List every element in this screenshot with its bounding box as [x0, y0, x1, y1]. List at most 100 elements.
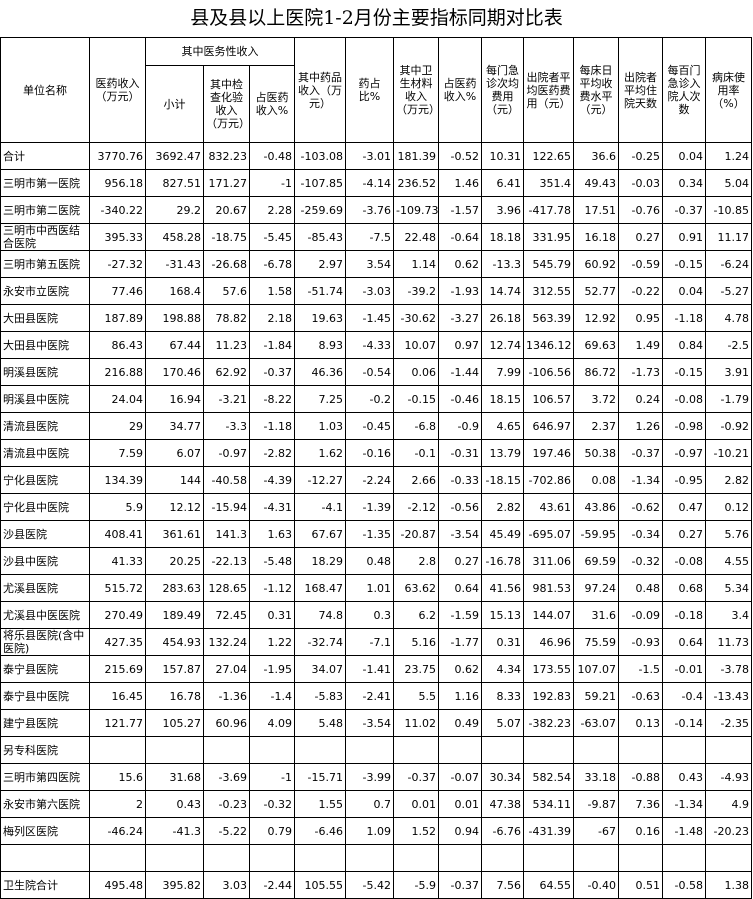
cell: -9.87 — [573, 790, 620, 818]
cell: -3.99 — [345, 763, 395, 791]
cell: -5.22 — [203, 817, 250, 845]
cell: -0.37 — [393, 763, 440, 791]
cell: -1.59 — [438, 601, 483, 629]
cell: -0.45 — [345, 412, 395, 440]
cell — [662, 844, 707, 872]
cell: 69.59 — [573, 547, 620, 575]
cell — [145, 736, 204, 764]
cell: 1.01 — [345, 574, 395, 602]
cell: -30.62 — [393, 304, 440, 332]
cell: 0.79 — [248, 817, 296, 845]
column-header: 占医药收入% — [438, 37, 483, 143]
cell: -695.07 — [523, 520, 575, 548]
cell: -2.24 — [345, 466, 395, 494]
cell: 74.8 — [294, 601, 347, 629]
cell — [481, 844, 525, 872]
cell: 2.97 — [294, 250, 347, 278]
cell: 15.13 — [481, 601, 525, 629]
cell: 0.94 — [438, 817, 483, 845]
row-label: 卫生院合计 — [0, 871, 90, 899]
cell: -41.3 — [145, 817, 204, 845]
cell: -3.54 — [438, 520, 483, 548]
cell: 0.48 — [345, 547, 395, 575]
cell: -20.23 — [705, 817, 753, 845]
row-label: 清流县医院 — [0, 412, 90, 440]
cell: -340.22 — [89, 196, 146, 224]
cell: 7.59 — [89, 439, 146, 467]
cell: -0.93 — [618, 628, 664, 656]
cell: -0.37 — [618, 439, 664, 467]
cell: 170.46 — [145, 358, 204, 386]
cell — [294, 844, 347, 872]
table-row: 明溪县中医院 24.04 16.94 -3.21 -8.22 7.25 -0.2 -0.15-… — [0, 385, 753, 413]
cell: 1.22 — [248, 628, 296, 656]
cell: 6.07 — [145, 439, 204, 467]
cell: -1.18 — [248, 412, 296, 440]
cell: -0.1 — [393, 439, 440, 467]
cell: 122.65 — [523, 142, 575, 170]
cell: 134.39 — [89, 466, 146, 494]
cell — [438, 844, 483, 872]
cell: 5.9 — [89, 493, 146, 521]
cell: 0.64 — [438, 574, 483, 602]
cell: 832.23 — [203, 142, 250, 170]
cell: 36.6 — [573, 142, 620, 170]
cell: 189.49 — [145, 601, 204, 629]
row-label: 合计 — [0, 142, 90, 170]
cell: -4.93 — [705, 763, 753, 791]
cell: 181.39 — [393, 142, 440, 170]
cell: 17.51 — [573, 196, 620, 224]
cell: 563.39 — [523, 304, 575, 332]
cell: -0.40 — [573, 871, 620, 899]
cell: 12.12 — [145, 493, 204, 521]
cell: 197.46 — [523, 439, 575, 467]
cell: 283.63 — [145, 574, 204, 602]
cell: -18.75 — [203, 223, 250, 251]
cell: -0.58 — [662, 871, 707, 899]
cell: 43.61 — [523, 493, 575, 521]
cell: 46.36 — [294, 358, 347, 386]
cell: 0.84 — [662, 331, 707, 359]
cell: -4.31 — [248, 493, 296, 521]
cell: -259.69 — [294, 196, 347, 224]
cell: 6.41 — [481, 169, 525, 197]
cell: 827.51 — [145, 169, 204, 197]
cell: 236.52 — [393, 169, 440, 197]
cell: 3692.47 — [145, 142, 204, 170]
cell: 4.78 — [705, 304, 753, 332]
column-header: 每门急诊次均费用（元） — [481, 37, 525, 143]
cell: 8.93 — [294, 331, 347, 359]
cell: 86.72 — [573, 358, 620, 386]
cell: 3.96 — [481, 196, 525, 224]
cell: -2.5 — [705, 331, 753, 359]
cell: -15.94 — [203, 493, 250, 521]
row-label: 永安市第六医院 — [0, 790, 90, 818]
cell: -3.69 — [203, 763, 250, 791]
cell: -4.33 — [345, 331, 395, 359]
row-label: 三明市第一医院 — [0, 169, 90, 197]
table-header: 单位名称 医药收入（万元） 其中医务性收入 其中药品收入（万元） 药占比% 其中卫生材料收… — [0, 37, 753, 143]
table-row: 建宁县医院 121.77 105.27 60.96 4.09 5.48 -3.54 11.02… — [0, 709, 753, 737]
cell: 18.29 — [294, 547, 347, 575]
cell: -1.73 — [618, 358, 664, 386]
cell: -6.78 — [248, 250, 296, 278]
cell: 10.31 — [481, 142, 525, 170]
cell: 49.43 — [573, 169, 620, 197]
cell: 29 — [89, 412, 146, 440]
cell: 515.72 — [89, 574, 146, 602]
cell: -12.27 — [294, 466, 347, 494]
table-row: 沙县中医院 41.33 20.25 -22.13 -5.48 18.29 0.48 2.8 0.… — [0, 547, 753, 575]
header-row: 小计 其中检查化验收入（万元） 占医药收入% — [1, 65, 752, 143]
cell: 311.06 — [523, 547, 575, 575]
cell: 0.7 — [345, 790, 395, 818]
cell: -0.08 — [662, 547, 707, 575]
cell: 11.73 — [705, 628, 753, 656]
table-row: 清流县医院 29 34.77 -3.3 -1.18 1.03 -0.45 -6.8 -0.9 4.… — [0, 412, 753, 440]
column-header: 其中卫生材料收入（万元） — [393, 37, 440, 143]
cell — [618, 844, 664, 872]
cell: 1.62 — [294, 439, 347, 467]
cell: 173.55 — [523, 655, 575, 683]
cell: 106.57 — [523, 385, 575, 413]
table-row: 宁化县中医院 5.9 12.12 -15.94 -4.31 -4.1 -1.39 -2.12-… — [0, 493, 753, 521]
cell: -0.09 — [618, 601, 664, 629]
